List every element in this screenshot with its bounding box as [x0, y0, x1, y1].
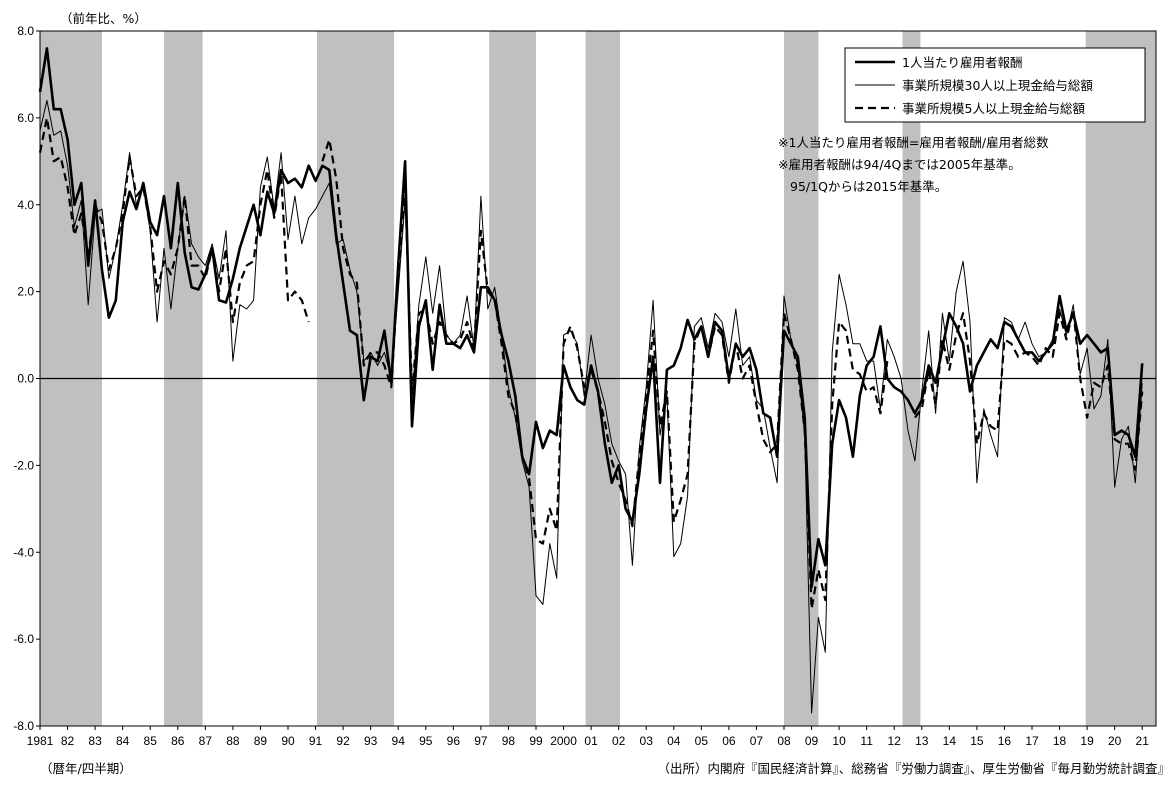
- y-axis: 8.0 6.0 4.0 2.0 0.0 -2.0 -4.0 -6.0 -8.0: [13, 24, 40, 733]
- x-tick-label: 08: [777, 734, 791, 748]
- x-tick-label: 96: [447, 734, 461, 748]
- note-3: 95/1Qからは2015年基準。: [790, 179, 947, 194]
- x-tick-label: 07: [750, 734, 764, 748]
- x-tick-label: 03: [640, 734, 654, 748]
- x-tick-label: 86: [171, 734, 185, 748]
- source-note: （出所）内閣府『国民経済計算』、総務省『労働力調査』、厚生労働省『毎月勤労統計調…: [657, 761, 1170, 776]
- legend: 1人当たり雇用者報酬 事業所規模30人以上現金給与総額 事業所規模5人以上現金給…: [844, 47, 1146, 123]
- x-tick-label: 19: [1080, 734, 1094, 748]
- x-tick-label: 95: [419, 734, 433, 748]
- y-tick-label: -2.0: [13, 458, 34, 472]
- x-tick-label: 09: [805, 734, 819, 748]
- series-line-dashed: [914, 307, 1144, 471]
- x-tick-label: 97: [474, 734, 488, 748]
- x-tick-label: 16: [998, 734, 1012, 748]
- x-tick-label: 2000: [550, 734, 577, 748]
- x-tick-label: 91: [309, 734, 323, 748]
- series-layer: [38, 47, 1144, 714]
- x-tick-label: 92: [336, 734, 350, 748]
- x-tick-label: 02: [612, 734, 626, 748]
- x-tick-label: 94: [392, 734, 406, 748]
- x-tick-label: 87: [199, 734, 213, 748]
- x-tick-label: 05: [695, 734, 709, 748]
- legend-item-label: 事業所規模30人以上現金給与総額: [902, 78, 1093, 93]
- x-tick-label: 15: [970, 734, 984, 748]
- series-line-thin: [39, 100, 1143, 714]
- x-tick-label: 01: [584, 734, 598, 748]
- y-axis-label: （前年比、%）: [60, 11, 147, 26]
- chart-notes: ※1人当たり雇用者報酬=雇用者報酬/雇用者総数 ※雇用者報酬は94/4Qまでは2…: [778, 135, 1049, 194]
- x-tick-label: 21: [1136, 734, 1150, 748]
- x-tick-label: 11: [860, 734, 873, 748]
- x-axis-label: （暦年/四半期）: [40, 761, 132, 776]
- x-tick-label: 06: [722, 734, 736, 748]
- y-tick-label: 6.0: [17, 111, 34, 125]
- x-tick-label: 1981: [27, 734, 54, 748]
- legend-item-label: 1人当たり雇用者報酬: [902, 55, 1022, 70]
- x-tick-label: 12: [888, 734, 902, 748]
- x-tick-label: 18: [1053, 734, 1067, 748]
- y-tick-label: 8.0: [17, 24, 34, 38]
- y-tick-label: -4.0: [13, 545, 34, 559]
- x-tick-label: 20: [1108, 734, 1122, 748]
- x-tick-label: 82: [61, 734, 75, 748]
- y-tick-label: 2.0: [17, 285, 34, 299]
- y-tick-label: 0.0: [17, 372, 34, 386]
- y-tick-label: -8.0: [13, 719, 34, 733]
- x-tick-label: 04: [667, 734, 681, 748]
- x-tick-label: 93: [364, 734, 378, 748]
- x-tick-label: 83: [88, 734, 102, 748]
- series-line-thick: [38, 47, 1144, 589]
- legend-item-label: 事業所規模5人以上現金給与総額: [902, 101, 1085, 116]
- x-tick-label: 17: [1025, 734, 1039, 748]
- x-tick-label: 14: [943, 734, 957, 748]
- note-1: ※1人当たり雇用者報酬=雇用者報酬/雇用者総数: [778, 135, 1049, 150]
- x-tick-label: 99: [529, 734, 543, 748]
- y-tick-label: -6.0: [13, 632, 34, 646]
- x-tick-label: 84: [116, 734, 130, 748]
- x-axis: 1981 82 83 84 85 86 87 88 89 90 91 92 93 94 95 96 97 98 99…: [27, 726, 1150, 748]
- x-tick-label: 90: [281, 734, 295, 748]
- x-tick-label: 98: [502, 734, 516, 748]
- x-tick-label: 89: [254, 734, 268, 748]
- x-tick-label: 13: [915, 734, 929, 748]
- y-tick-label: 4.0: [17, 198, 34, 212]
- note-2: ※雇用者報酬は94/4Qまでは2005年基準。: [778, 157, 1021, 172]
- x-tick-label: 88: [226, 734, 240, 748]
- x-tick-label: 85: [144, 734, 158, 748]
- legend-box: [844, 47, 1146, 123]
- x-tick-label: 10: [832, 734, 846, 748]
